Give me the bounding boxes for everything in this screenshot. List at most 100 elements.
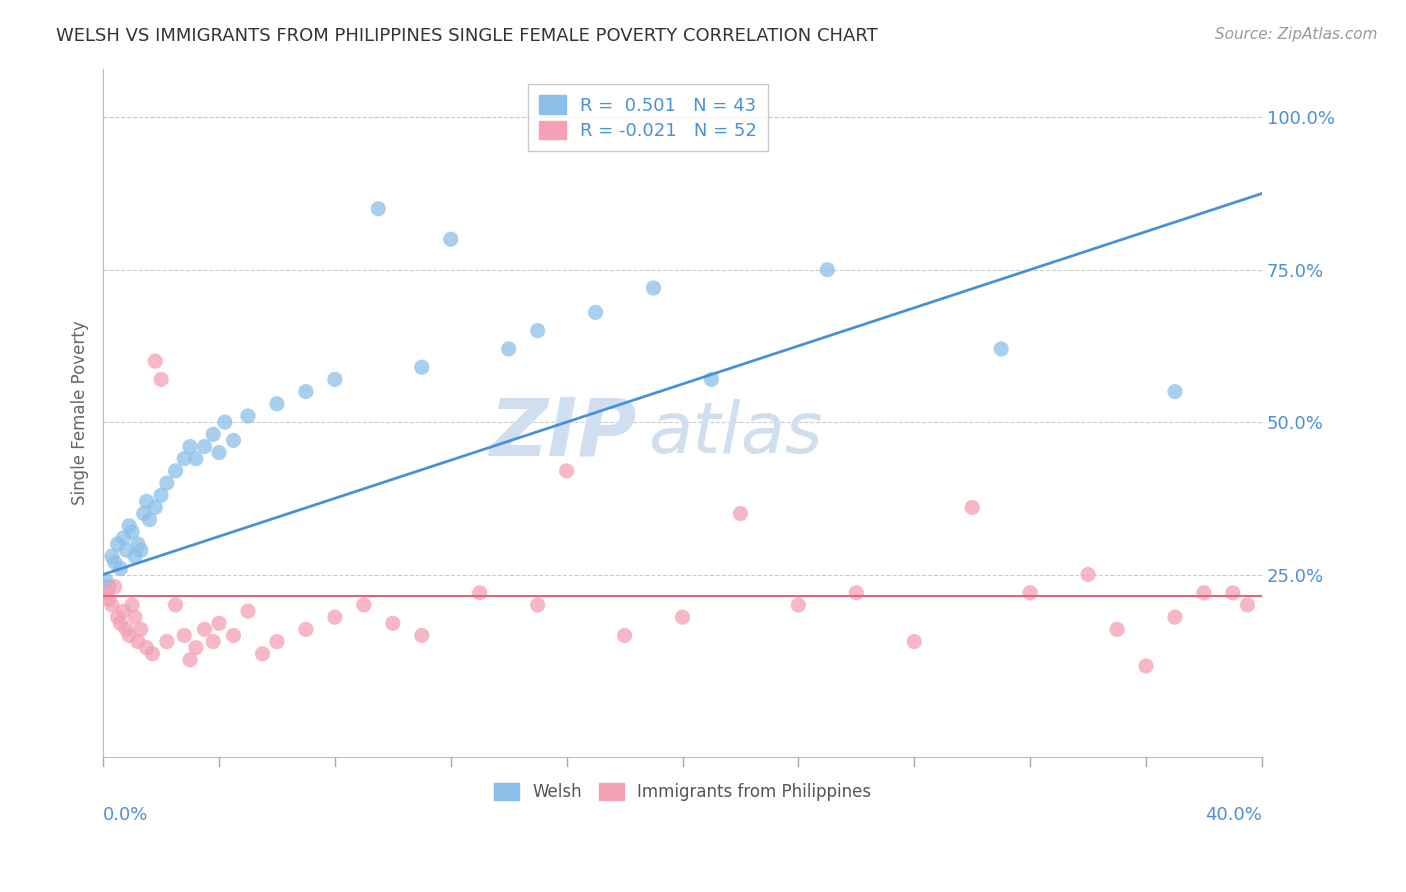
Point: [214, 415, 236, 429]
Point: [141, 647, 163, 661]
Point: [236, 604, 259, 618]
Point: [202, 634, 225, 648]
Point: [353, 598, 375, 612]
Point: [208, 616, 231, 631]
Point: [1192, 586, 1215, 600]
Point: [1164, 610, 1187, 624]
Point: [222, 628, 245, 642]
Point: [115, 623, 138, 637]
Point: [156, 476, 179, 491]
Point: [266, 634, 288, 648]
Point: [815, 262, 838, 277]
Point: [1164, 384, 1187, 399]
Point: [97, 591, 120, 606]
Point: [173, 628, 195, 642]
Point: [266, 397, 288, 411]
Point: [143, 354, 166, 368]
Point: [613, 628, 636, 642]
Point: [101, 549, 124, 564]
Point: [143, 500, 166, 515]
Point: [555, 464, 578, 478]
Point: [440, 232, 463, 246]
Point: [124, 549, 146, 564]
Point: [110, 561, 132, 575]
Point: [323, 372, 346, 386]
Text: atlas: atlas: [648, 399, 823, 468]
Y-axis label: Single Female Poverty: Single Female Poverty: [72, 320, 89, 505]
Point: [165, 598, 187, 612]
Point: [129, 543, 152, 558]
Point: [1105, 623, 1128, 637]
Point: [236, 409, 259, 423]
Point: [110, 616, 132, 631]
Point: [252, 647, 274, 661]
Point: [101, 598, 124, 612]
Point: [150, 372, 173, 386]
Point: [97, 580, 120, 594]
Point: [498, 342, 520, 356]
Point: [202, 427, 225, 442]
Point: [1135, 659, 1157, 673]
Point: [173, 451, 195, 466]
Legend: Welsh, Immigrants from Philippines: Welsh, Immigrants from Philippines: [484, 772, 882, 811]
Point: [135, 640, 157, 655]
Point: [526, 324, 548, 338]
Point: [990, 342, 1012, 356]
Point: [193, 440, 215, 454]
Point: [184, 451, 207, 466]
Point: [222, 434, 245, 448]
Point: [94, 586, 117, 600]
Text: ZIP: ZIP: [489, 394, 636, 473]
Point: [411, 628, 433, 642]
Point: [1077, 567, 1099, 582]
Point: [112, 531, 135, 545]
Point: [104, 555, 127, 569]
Text: 0.0%: 0.0%: [103, 805, 149, 823]
Point: [107, 610, 129, 624]
Point: [118, 628, 141, 642]
Text: WELSH VS IMMIGRANTS FROM PHILIPPINES SINGLE FEMALE POVERTY CORRELATION CHART: WELSH VS IMMIGRANTS FROM PHILIPPINES SIN…: [56, 27, 877, 45]
Point: [208, 445, 231, 459]
Point: [165, 464, 187, 478]
Point: [787, 598, 810, 612]
Point: [585, 305, 607, 319]
Point: [107, 537, 129, 551]
Point: [121, 598, 143, 612]
Point: [1019, 586, 1042, 600]
Point: [179, 440, 201, 454]
Point: [127, 634, 149, 648]
Text: 40.0%: 40.0%: [1205, 805, 1263, 823]
Point: [643, 281, 665, 295]
Point: [295, 623, 318, 637]
Point: [411, 360, 433, 375]
Point: [381, 616, 404, 631]
Point: [700, 372, 723, 386]
Point: [118, 518, 141, 533]
Point: [468, 586, 491, 600]
Point: [845, 586, 868, 600]
Point: [193, 623, 215, 637]
Point: [94, 574, 117, 588]
Point: [129, 623, 152, 637]
Point: [156, 634, 179, 648]
Point: [1222, 586, 1244, 600]
Point: [323, 610, 346, 624]
Point: [179, 653, 201, 667]
Point: [730, 507, 752, 521]
Point: [132, 507, 155, 521]
Point: [903, 634, 925, 648]
Point: [138, 513, 160, 527]
Point: [112, 604, 135, 618]
Point: [124, 610, 146, 624]
Point: [671, 610, 693, 624]
Text: Source: ZipAtlas.com: Source: ZipAtlas.com: [1215, 27, 1378, 42]
Point: [127, 537, 149, 551]
Point: [135, 494, 157, 508]
Point: [960, 500, 983, 515]
Point: [1236, 598, 1258, 612]
Point: [150, 488, 173, 502]
Point: [367, 202, 389, 216]
Point: [295, 384, 318, 399]
Point: [121, 524, 143, 539]
Point: [104, 580, 127, 594]
